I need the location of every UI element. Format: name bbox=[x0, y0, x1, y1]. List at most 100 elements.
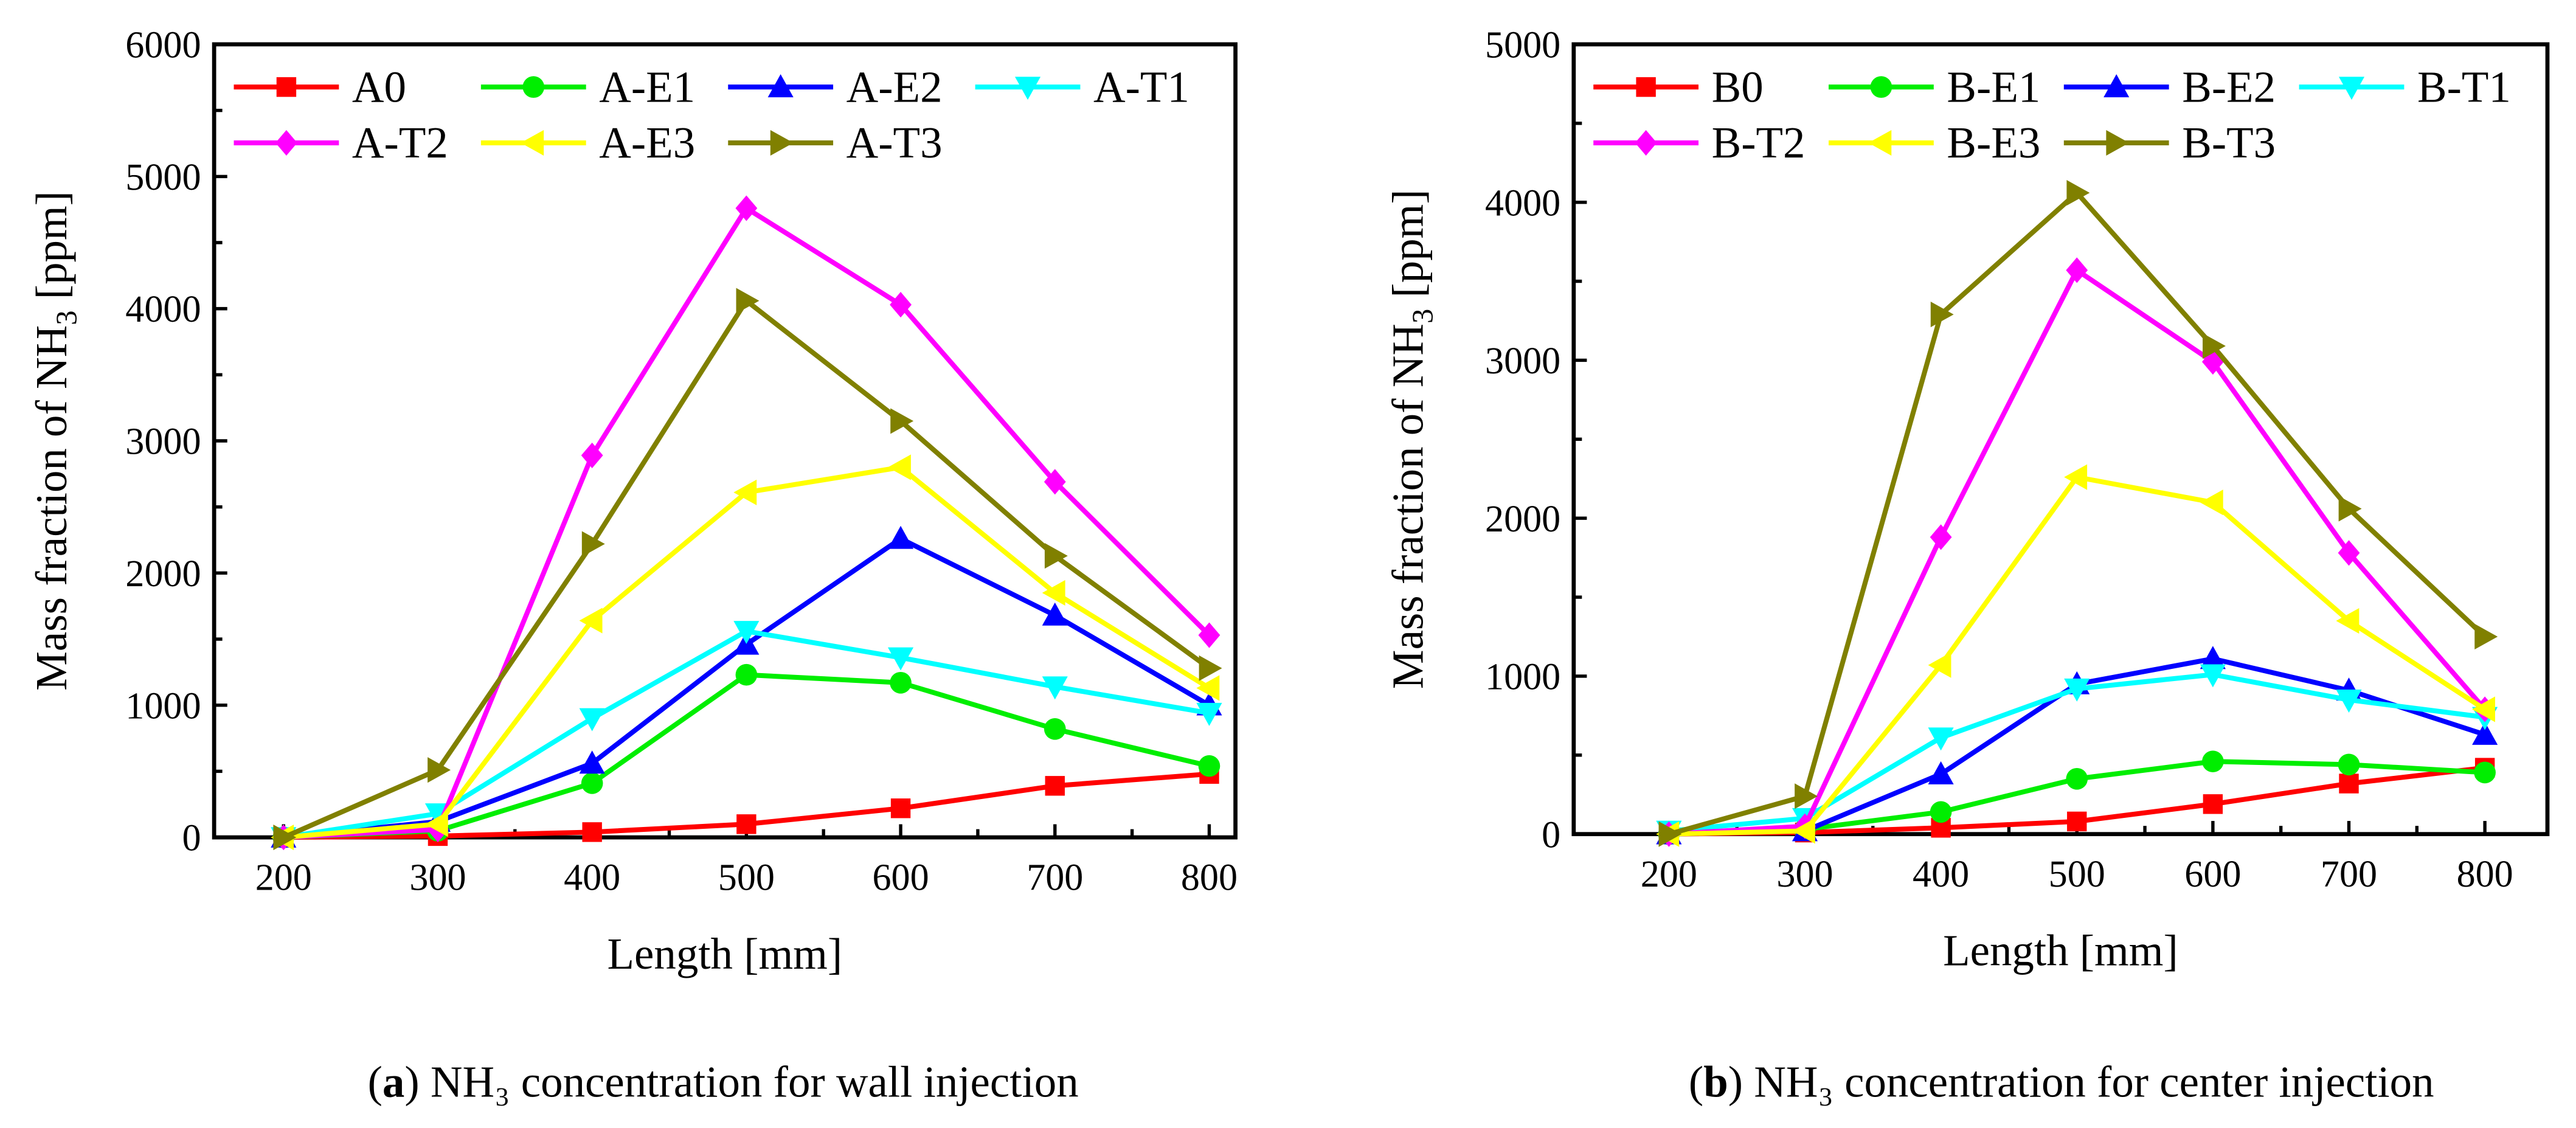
diamond-marker bbox=[1635, 130, 1657, 156]
legend-item: A-T2 bbox=[234, 118, 448, 167]
legend-item: B-T2 bbox=[1593, 118, 1806, 167]
square-marker bbox=[2067, 811, 2087, 832]
y-tick-label: 5000 bbox=[1485, 25, 1560, 66]
legend-item: A-E3 bbox=[480, 118, 695, 167]
legend-label: A-E3 bbox=[599, 118, 695, 167]
triangle-left-marker bbox=[1042, 580, 1065, 606]
triangle-left-marker bbox=[579, 607, 603, 634]
x-tick-label: 200 bbox=[255, 857, 312, 898]
legend-item: A0 bbox=[234, 62, 406, 111]
y-axis-label-main: Mass fraction of NH bbox=[1383, 324, 1432, 689]
x-tick-label: 800 bbox=[2457, 854, 2513, 895]
x-axis-label: Length [mm] bbox=[1943, 926, 2178, 975]
series-B-T2 bbox=[1658, 257, 2496, 847]
triangle-left-marker bbox=[1868, 130, 1892, 156]
triangle-left-marker bbox=[1196, 675, 1220, 701]
circle-marker bbox=[1870, 76, 1892, 98]
legend-item: B-E1 bbox=[1829, 62, 2040, 111]
triangle-down-marker bbox=[2336, 690, 2362, 713]
triangle-down-marker bbox=[1014, 77, 1041, 100]
legend-label: B-E3 bbox=[1947, 118, 2040, 167]
square-marker bbox=[2339, 773, 2359, 794]
triangle-left-marker bbox=[888, 454, 911, 480]
square-marker bbox=[1636, 77, 1656, 97]
legend-item: B-E2 bbox=[2063, 62, 2276, 111]
legend-item: A-T1 bbox=[975, 62, 1189, 111]
legend-label: A-T1 bbox=[1093, 62, 1189, 111]
triangle-down-marker bbox=[579, 708, 605, 732]
triangle-down-marker bbox=[733, 621, 760, 645]
triangle-down-marker bbox=[1928, 727, 1954, 751]
square-marker bbox=[890, 798, 911, 818]
square-marker bbox=[736, 814, 757, 834]
triangle-right-marker bbox=[2066, 180, 2090, 206]
y-axis-label-unit: [ppm] bbox=[27, 191, 76, 310]
triangle-up-marker bbox=[2472, 721, 2498, 745]
series-B-T3 bbox=[1658, 180, 2498, 847]
circle-marker bbox=[581, 772, 603, 794]
y-tick-label: 4000 bbox=[1485, 182, 1560, 224]
diamond-marker bbox=[2338, 540, 2360, 566]
circle-marker bbox=[2338, 753, 2360, 776]
x-tick-label: 500 bbox=[2049, 854, 2105, 895]
caption: (b) NH₃ concentration for center injecti… bbox=[1689, 1057, 2434, 1107]
triangle-right-marker bbox=[1658, 821, 1682, 847]
triangle-right-marker bbox=[736, 288, 760, 314]
y-axis-label-main: Mass fraction of NH bbox=[27, 325, 76, 691]
triangle-right-marker bbox=[770, 130, 794, 156]
caption-paren: ( bbox=[1689, 1057, 1703, 1107]
x-tick-label: 400 bbox=[564, 857, 620, 898]
triangle-right-marker bbox=[1199, 655, 1222, 681]
triangle-left-marker bbox=[2064, 464, 2088, 490]
triangle-right-marker bbox=[581, 531, 605, 557]
triangle-down-marker bbox=[2064, 678, 2090, 702]
y-tick-label: 0 bbox=[182, 818, 201, 859]
circle-marker bbox=[1044, 718, 1066, 740]
caption-paren: ) bbox=[404, 1057, 419, 1107]
legend-item: A-E1 bbox=[480, 62, 695, 111]
x-axis-label: Length [mm] bbox=[608, 929, 843, 978]
square-marker bbox=[582, 822, 602, 842]
series-A-T3 bbox=[273, 288, 1222, 851]
legend: B0 B-E1 B-E2 B-T1 B-T2 B-E3 B-T3 bbox=[1593, 62, 2511, 167]
x-tick-label: 500 bbox=[718, 857, 775, 898]
triangle-right-marker bbox=[2203, 333, 2226, 359]
triangle-up-marker bbox=[2103, 74, 2130, 97]
triangle-left-marker bbox=[2336, 607, 2360, 634]
legend-item: A-T3 bbox=[728, 118, 943, 167]
legend-label: B-T1 bbox=[2417, 62, 2511, 111]
triangle-right-marker bbox=[1795, 783, 1818, 809]
legend-item: B-T1 bbox=[2299, 62, 2511, 111]
legend-label: B-T3 bbox=[2182, 118, 2276, 167]
circle-marker bbox=[522, 76, 545, 98]
x-tick-label: 700 bbox=[2321, 854, 2377, 895]
square-marker bbox=[2203, 794, 2223, 814]
triangle-down-marker bbox=[1196, 702, 1222, 726]
x-tick-label: 300 bbox=[1776, 854, 1833, 895]
legend-label: A-T2 bbox=[352, 118, 448, 167]
circle-marker bbox=[2066, 767, 2088, 790]
y-tick-label: 6000 bbox=[125, 25, 201, 66]
series-line bbox=[1668, 189, 2487, 837]
triangle-right-marker bbox=[2338, 496, 2362, 522]
triangle-up-marker bbox=[2200, 646, 2226, 670]
triangle-right-marker bbox=[1930, 302, 1954, 328]
y-axis-label-subscript: 3 bbox=[1407, 309, 1439, 324]
legend-item: A-E2 bbox=[728, 62, 943, 111]
y-tick-label: 0 bbox=[1542, 814, 1560, 856]
square-marker bbox=[276, 77, 297, 97]
x-tick-label: 300 bbox=[409, 857, 466, 898]
caption-letter: a bbox=[383, 1057, 404, 1107]
x-tick-label: 800 bbox=[1181, 857, 1238, 898]
triangle-down-marker bbox=[888, 647, 914, 671]
triangle-left-marker bbox=[424, 811, 448, 837]
chart-b: 0 1000 2000 3000 4000 5000 200 300 400 500 600 700 8… bbox=[1383, 25, 2550, 1107]
y-axis-label: Mass fraction of NH3 [ppm] bbox=[27, 191, 83, 691]
x-tick-label: 700 bbox=[1027, 857, 1083, 898]
x-tick-label: 400 bbox=[1913, 854, 1969, 895]
y-tick-label: 4000 bbox=[125, 289, 201, 330]
legend-label: A-E1 bbox=[599, 62, 695, 111]
legend-label: B-T2 bbox=[1712, 118, 1806, 167]
series-line bbox=[1669, 266, 2487, 837]
y-tick-label: 2000 bbox=[1485, 499, 1560, 540]
